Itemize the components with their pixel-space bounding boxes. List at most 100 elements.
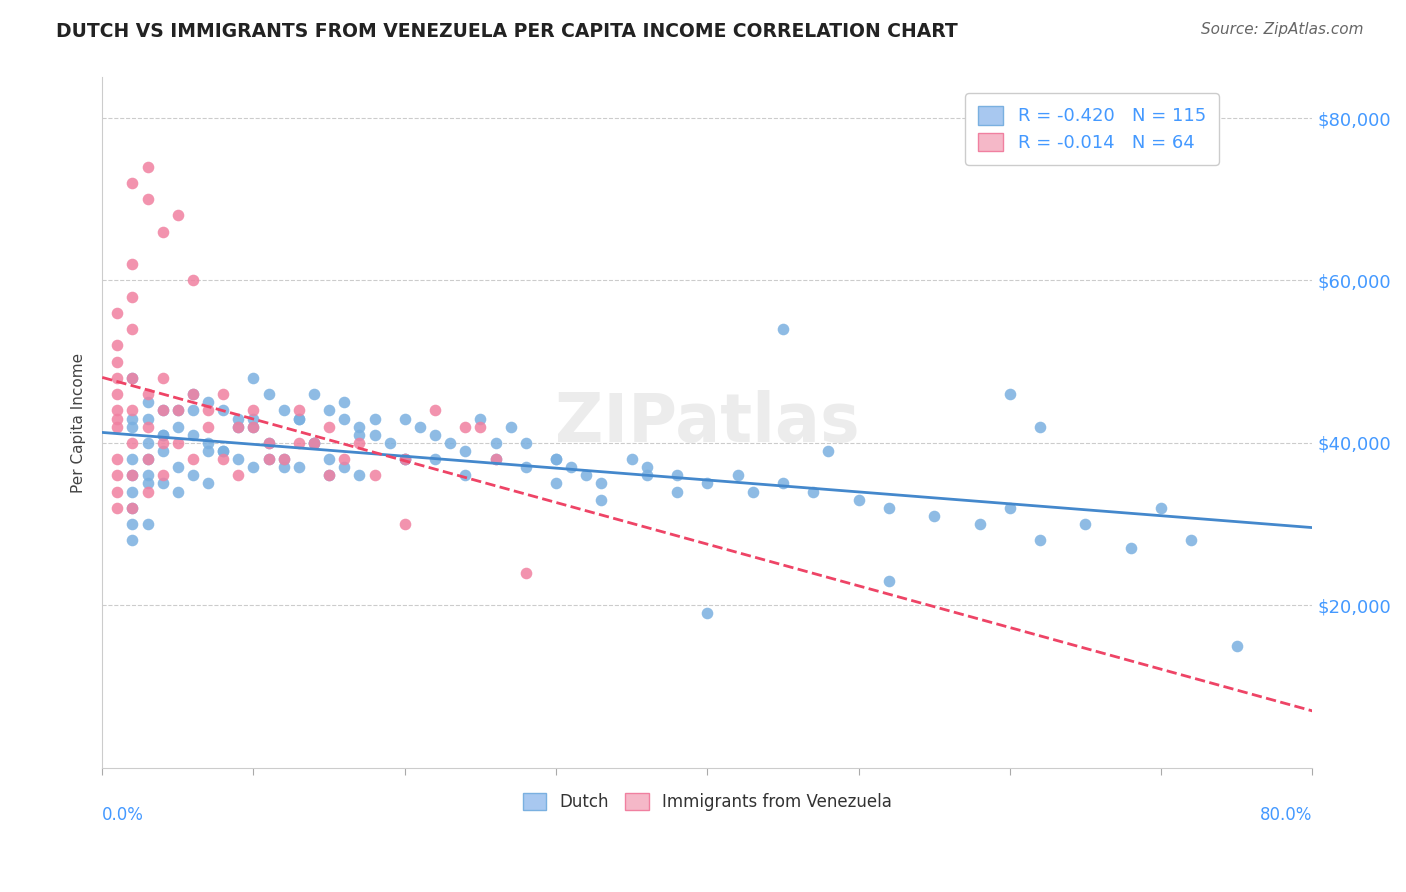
Point — [817, 444, 839, 458]
Point — [423, 427, 446, 442]
Point — [394, 452, 416, 467]
Point — [1029, 419, 1052, 434]
Point — [197, 395, 219, 409]
Point — [454, 468, 477, 483]
Point — [318, 419, 340, 434]
Point — [257, 435, 280, 450]
Point — [591, 476, 613, 491]
Point — [409, 419, 432, 434]
Point — [998, 387, 1021, 401]
Point — [152, 468, 174, 483]
Point — [121, 468, 143, 483]
Point — [394, 517, 416, 532]
Point — [636, 468, 658, 483]
Point — [166, 460, 188, 475]
Point — [484, 452, 506, 467]
Point — [181, 403, 204, 417]
Point — [166, 484, 188, 499]
Point — [136, 395, 159, 409]
Point — [363, 411, 385, 425]
Point — [228, 419, 250, 434]
Point — [302, 435, 325, 450]
Point — [1150, 500, 1173, 515]
Point — [242, 403, 264, 417]
Point — [181, 468, 204, 483]
Point — [136, 387, 159, 401]
Point — [121, 468, 143, 483]
Point — [544, 476, 567, 491]
Point — [197, 403, 219, 417]
Point — [288, 460, 311, 475]
Point — [318, 468, 340, 483]
Point — [273, 452, 295, 467]
Point — [969, 517, 991, 532]
Point — [242, 371, 264, 385]
Point — [228, 468, 250, 483]
Point — [136, 452, 159, 467]
Point — [877, 500, 900, 515]
Point — [333, 460, 356, 475]
Text: ZIPatlas: ZIPatlas — [555, 390, 859, 456]
Point — [181, 427, 204, 442]
Point — [499, 419, 522, 434]
Point — [166, 419, 188, 434]
Point — [197, 476, 219, 491]
Point — [212, 444, 235, 458]
Text: 80.0%: 80.0% — [1260, 805, 1312, 823]
Point — [349, 435, 371, 450]
Point — [105, 338, 128, 352]
Text: 0.0%: 0.0% — [103, 805, 143, 823]
Point — [152, 403, 174, 417]
Point — [228, 411, 250, 425]
Point — [333, 395, 356, 409]
Point — [181, 387, 204, 401]
Point — [121, 322, 143, 336]
Point — [136, 411, 159, 425]
Point — [152, 435, 174, 450]
Point — [470, 419, 492, 434]
Point — [575, 468, 598, 483]
Point — [515, 566, 537, 580]
Point — [166, 209, 188, 223]
Point — [257, 452, 280, 467]
Point — [302, 435, 325, 450]
Point — [242, 411, 264, 425]
Point — [136, 192, 159, 206]
Point — [166, 403, 188, 417]
Point — [257, 435, 280, 450]
Point — [727, 468, 749, 483]
Point — [1226, 639, 1249, 653]
Point — [152, 371, 174, 385]
Text: DUTCH VS IMMIGRANTS FROM VENEZUELA PER CAPITA INCOME CORRELATION CHART: DUTCH VS IMMIGRANTS FROM VENEZUELA PER C… — [56, 22, 957, 41]
Point — [121, 176, 143, 190]
Point — [212, 452, 235, 467]
Point — [166, 403, 188, 417]
Point — [333, 452, 356, 467]
Point — [1029, 533, 1052, 548]
Point — [484, 452, 506, 467]
Point — [105, 500, 128, 515]
Point — [772, 476, 794, 491]
Point — [152, 427, 174, 442]
Point — [394, 452, 416, 467]
Point — [772, 322, 794, 336]
Point — [349, 427, 371, 442]
Point — [121, 500, 143, 515]
Point — [363, 427, 385, 442]
Point — [121, 371, 143, 385]
Point — [378, 435, 401, 450]
Point — [136, 419, 159, 434]
Point — [544, 452, 567, 467]
Point — [242, 419, 264, 434]
Point — [105, 484, 128, 499]
Point — [105, 403, 128, 417]
Point — [152, 427, 174, 442]
Point — [136, 435, 159, 450]
Point — [877, 574, 900, 588]
Point — [121, 517, 143, 532]
Point — [922, 508, 945, 523]
Point — [197, 444, 219, 458]
Point — [273, 452, 295, 467]
Point — [288, 403, 311, 417]
Point — [363, 468, 385, 483]
